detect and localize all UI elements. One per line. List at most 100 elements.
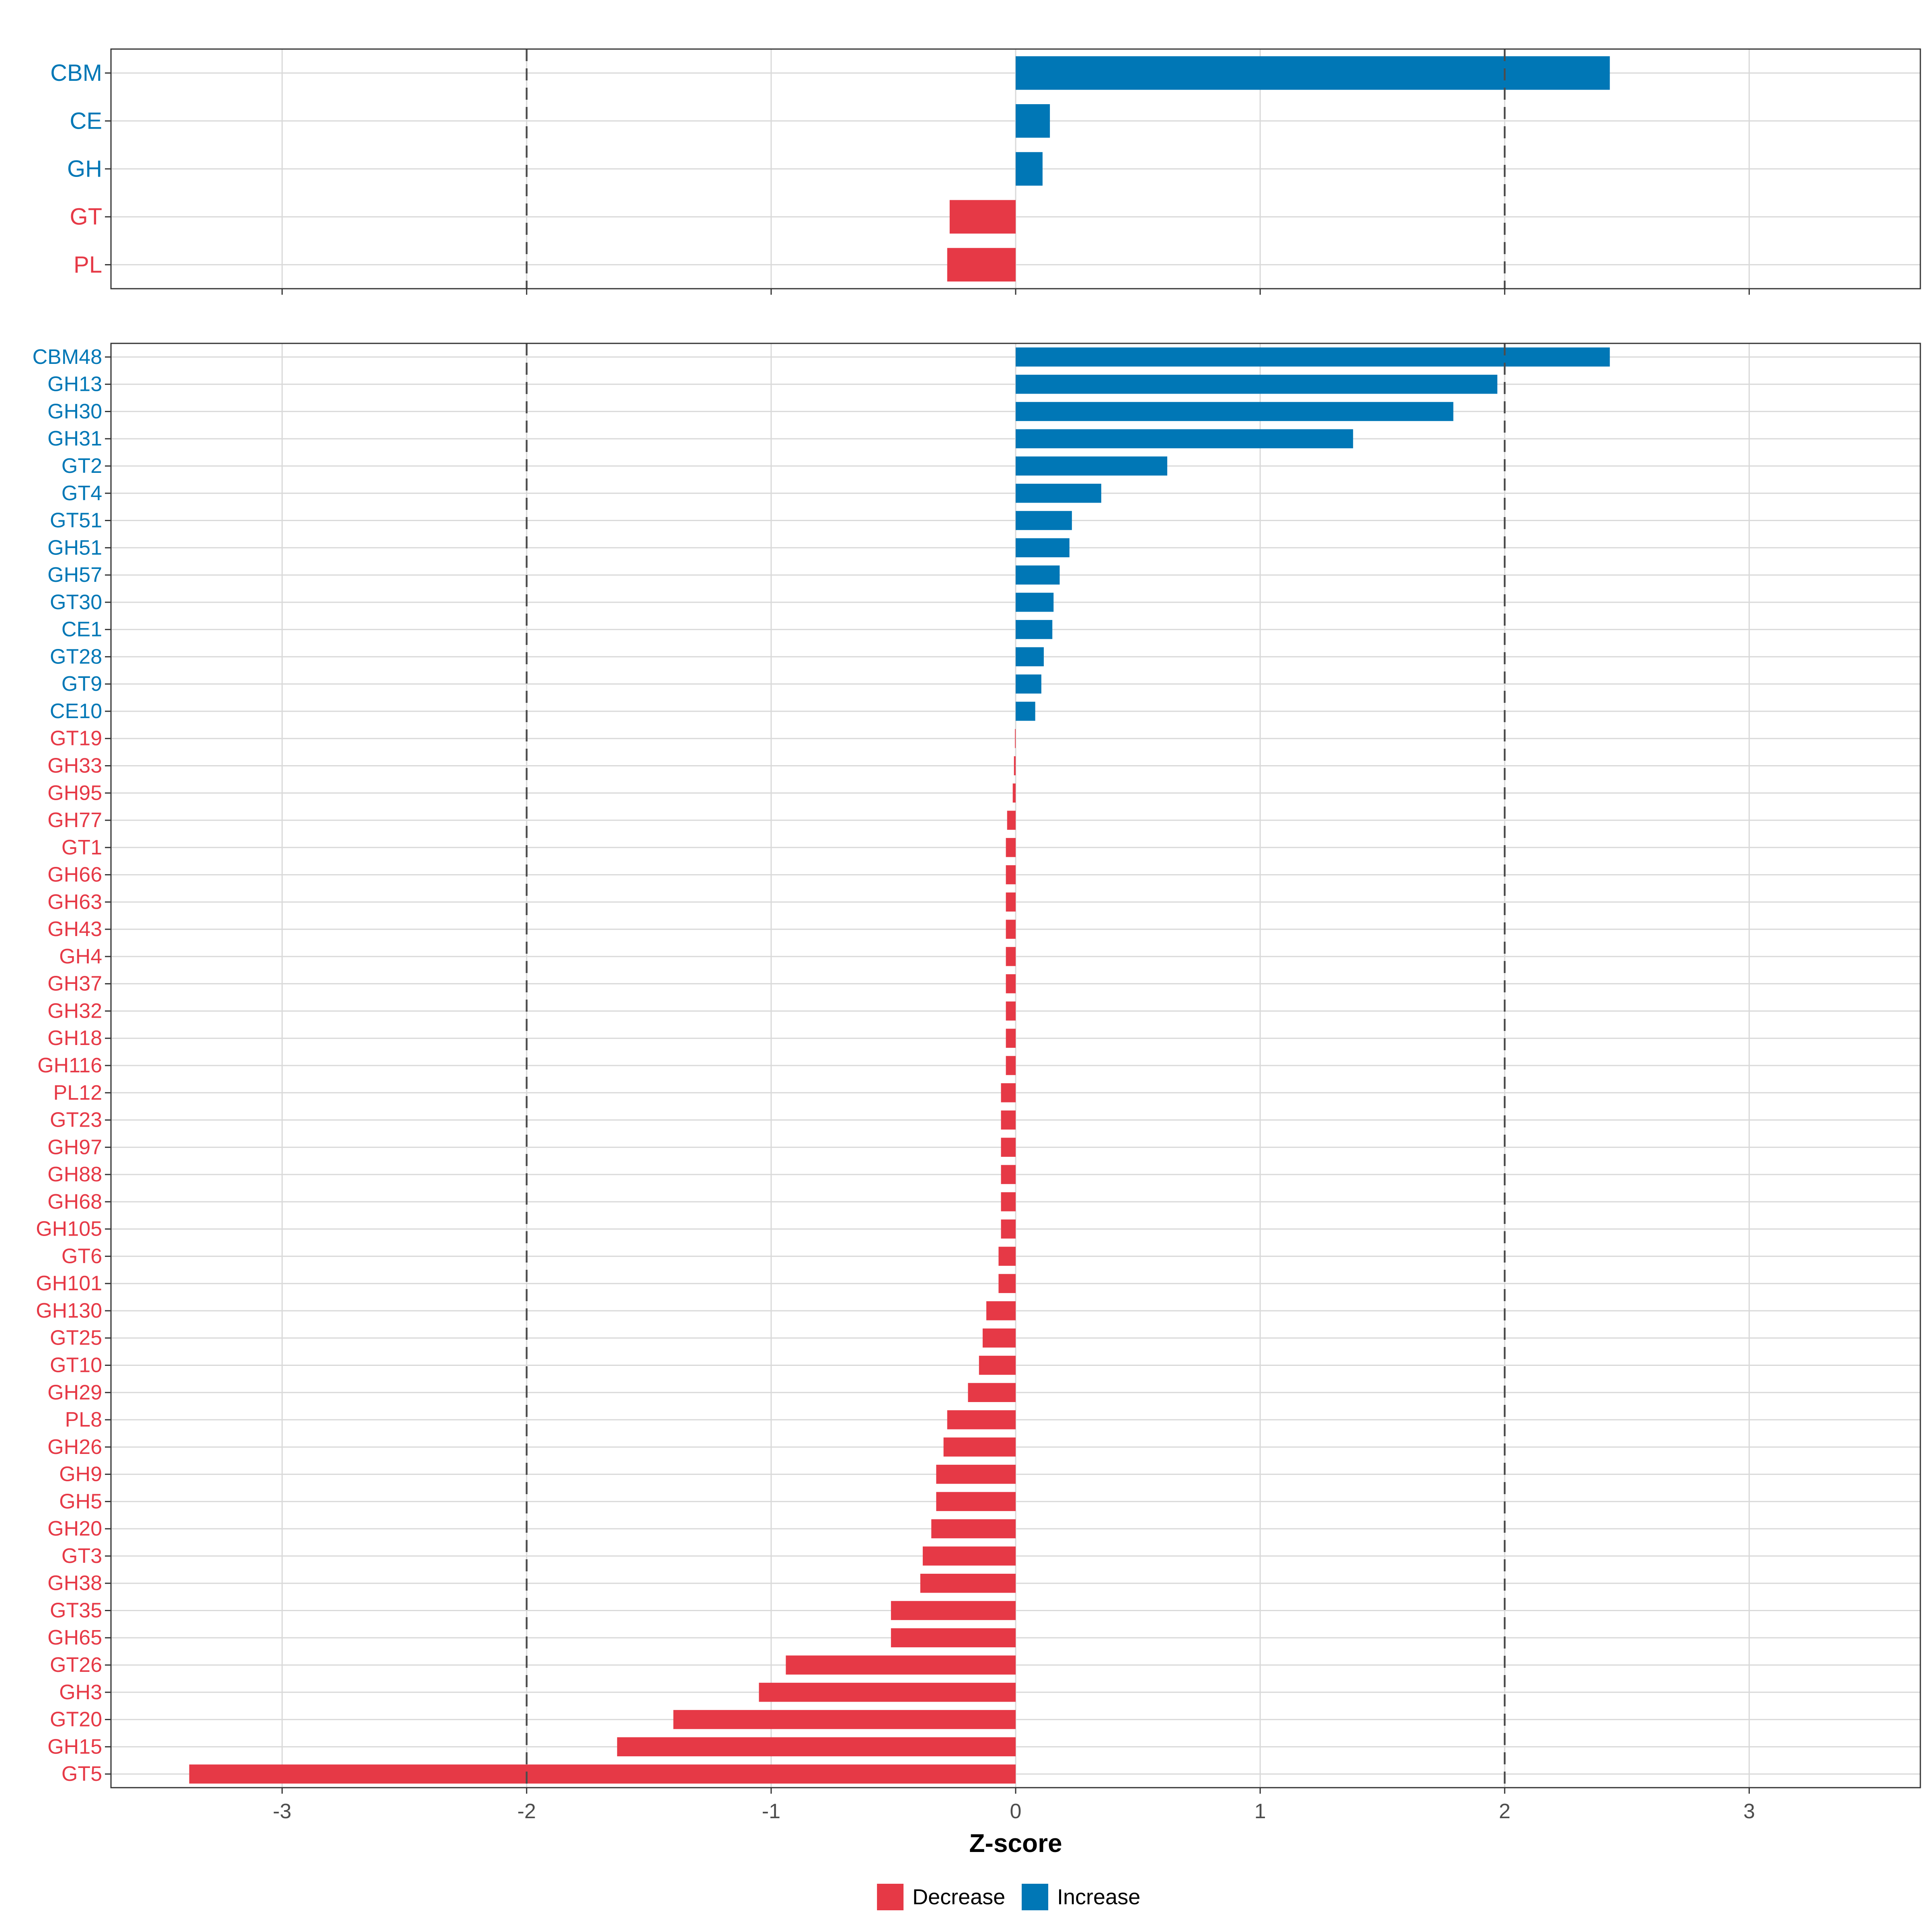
y-tick-label: GT <box>70 204 102 230</box>
y-tick-label: CE10 <box>50 700 102 723</box>
x-tick-label: 3 <box>1743 1800 1755 1823</box>
y-tick-label: GH43 <box>47 918 102 941</box>
y-tick-label: GT6 <box>62 1244 102 1268</box>
y-tick-label: GT30 <box>50 591 102 614</box>
y-tick-label: GT9 <box>62 672 102 696</box>
y-tick-label: GH51 <box>47 536 102 559</box>
bar-GH95 <box>1012 783 1016 803</box>
y-tick-label: GH105 <box>36 1218 102 1241</box>
bar-GH26 <box>943 1437 1016 1457</box>
y-tick-label: GT26 <box>50 1653 102 1677</box>
bar-GH3 <box>759 1683 1016 1702</box>
bar-GH37 <box>1006 974 1016 994</box>
y-tick-label: GH95 <box>47 781 102 805</box>
y-tick-label: CE <box>70 108 102 134</box>
y-tick-label: GT1 <box>62 836 102 859</box>
bar-GH97 <box>1001 1137 1016 1157</box>
y-tick-label: GT2 <box>62 454 102 478</box>
y-tick-label: GT35 <box>50 1599 102 1622</box>
bar-GH101 <box>998 1274 1016 1293</box>
bar-GH5 <box>936 1492 1016 1511</box>
bar-GH30 <box>1016 402 1454 421</box>
y-tick-label: GH15 <box>47 1735 102 1758</box>
y-tick-label: GH77 <box>47 809 102 832</box>
y-tick-label: GH38 <box>47 1572 102 1595</box>
x-tick-label: -1 <box>762 1800 780 1823</box>
bar-GT26 <box>786 1655 1016 1675</box>
y-tick-label: CBM48 <box>33 345 102 369</box>
y-tick-label: GH5 <box>59 1490 102 1513</box>
y-tick-label: GH13 <box>47 373 102 396</box>
y-tick-label: GH57 <box>47 563 102 587</box>
bar-GT <box>949 200 1016 234</box>
y-tick-label: GT4 <box>62 482 102 505</box>
y-tick-label: GH33 <box>47 754 102 777</box>
y-tick-label: GT51 <box>50 509 102 532</box>
bar-GH65 <box>891 1628 1016 1647</box>
y-tick-label: GH26 <box>47 1435 102 1459</box>
bar-CE10 <box>1016 702 1035 721</box>
bar-GH57 <box>1016 565 1060 585</box>
bar-GH38 <box>920 1573 1016 1593</box>
x-tick-label: -2 <box>517 1800 536 1823</box>
bar-GT28 <box>1016 647 1044 667</box>
bar-GH105 <box>1001 1219 1016 1239</box>
legend-label-decrease: Decrease <box>912 1885 1005 1909</box>
y-tick-label: CE1 <box>62 618 102 641</box>
bar-GT19 <box>1015 729 1016 748</box>
bar-GH13 <box>1016 374 1497 394</box>
bar-GT30 <box>1016 593 1054 612</box>
y-tick-label: GH31 <box>47 427 102 450</box>
y-tick-label: GH4 <box>59 945 102 968</box>
panel-class: CBM CE GH GT PL <box>50 48 1921 295</box>
y-tick-label: GH18 <box>47 1027 102 1050</box>
y-tick-label: PL8 <box>65 1408 102 1431</box>
legend: Decrease Increase <box>877 1884 1140 1910</box>
bar-GH31 <box>1016 429 1353 448</box>
bar-GH32 <box>1006 1001 1016 1021</box>
bar-GH88 <box>1001 1165 1016 1184</box>
x-tick-label: -3 <box>273 1800 292 1823</box>
panel-family: CBM48 GH13 GH30 GH31 GT2 GT4 GT51 GH51 GH57 GT30 C… <box>33 343 1921 1858</box>
bar-GT1 <box>1006 838 1016 857</box>
bar-PL12 <box>1001 1083 1016 1103</box>
y-tick-label: GH9 <box>59 1463 102 1486</box>
y-tick-label: GH20 <box>47 1517 102 1540</box>
bar-GH18 <box>1006 1029 1016 1048</box>
bar-GT10 <box>979 1355 1016 1375</box>
bar-GT35 <box>891 1601 1016 1620</box>
bar-PL <box>947 248 1016 282</box>
bar-CE1 <box>1016 620 1053 639</box>
bar-GT23 <box>1001 1110 1016 1130</box>
bar-GT51 <box>1016 511 1072 530</box>
bar-GH43 <box>1006 920 1016 939</box>
y-tick-label: GT10 <box>50 1354 102 1377</box>
bar-GT5 <box>189 1764 1016 1784</box>
bar-GH116 <box>1006 1056 1016 1075</box>
bar-GT25 <box>982 1328 1016 1348</box>
y-tick-label: GH65 <box>47 1626 102 1649</box>
bar-CBM <box>1016 56 1610 90</box>
y-tick-label: CBM <box>50 60 102 86</box>
y-tick-label: GH68 <box>47 1190 102 1213</box>
y-tick-label: GH3 <box>59 1681 102 1704</box>
y-tick-label: GH29 <box>47 1381 102 1404</box>
bar-GT3 <box>922 1546 1016 1566</box>
x-tick-label: 2 <box>1499 1800 1511 1823</box>
y-tick-label: GH130 <box>36 1299 102 1322</box>
y-tick-label: GH66 <box>47 863 102 887</box>
y-tick-label: GH30 <box>47 400 102 423</box>
bar-GH130 <box>986 1301 1016 1320</box>
y-tick-label: GT20 <box>50 1708 102 1731</box>
bar-GH51 <box>1016 538 1070 558</box>
y-tick-label: GH37 <box>47 972 102 996</box>
y-tick-label: GT19 <box>50 727 102 750</box>
y-tick-label: GT28 <box>50 645 102 668</box>
bar-GH33 <box>1014 756 1016 776</box>
y-tick-label: GH88 <box>47 1163 102 1186</box>
bar-CBM48 <box>1016 347 1610 367</box>
bar-GH29 <box>968 1383 1016 1402</box>
y-tick-label: PL12 <box>53 1081 102 1105</box>
bar-PL8 <box>947 1410 1016 1429</box>
